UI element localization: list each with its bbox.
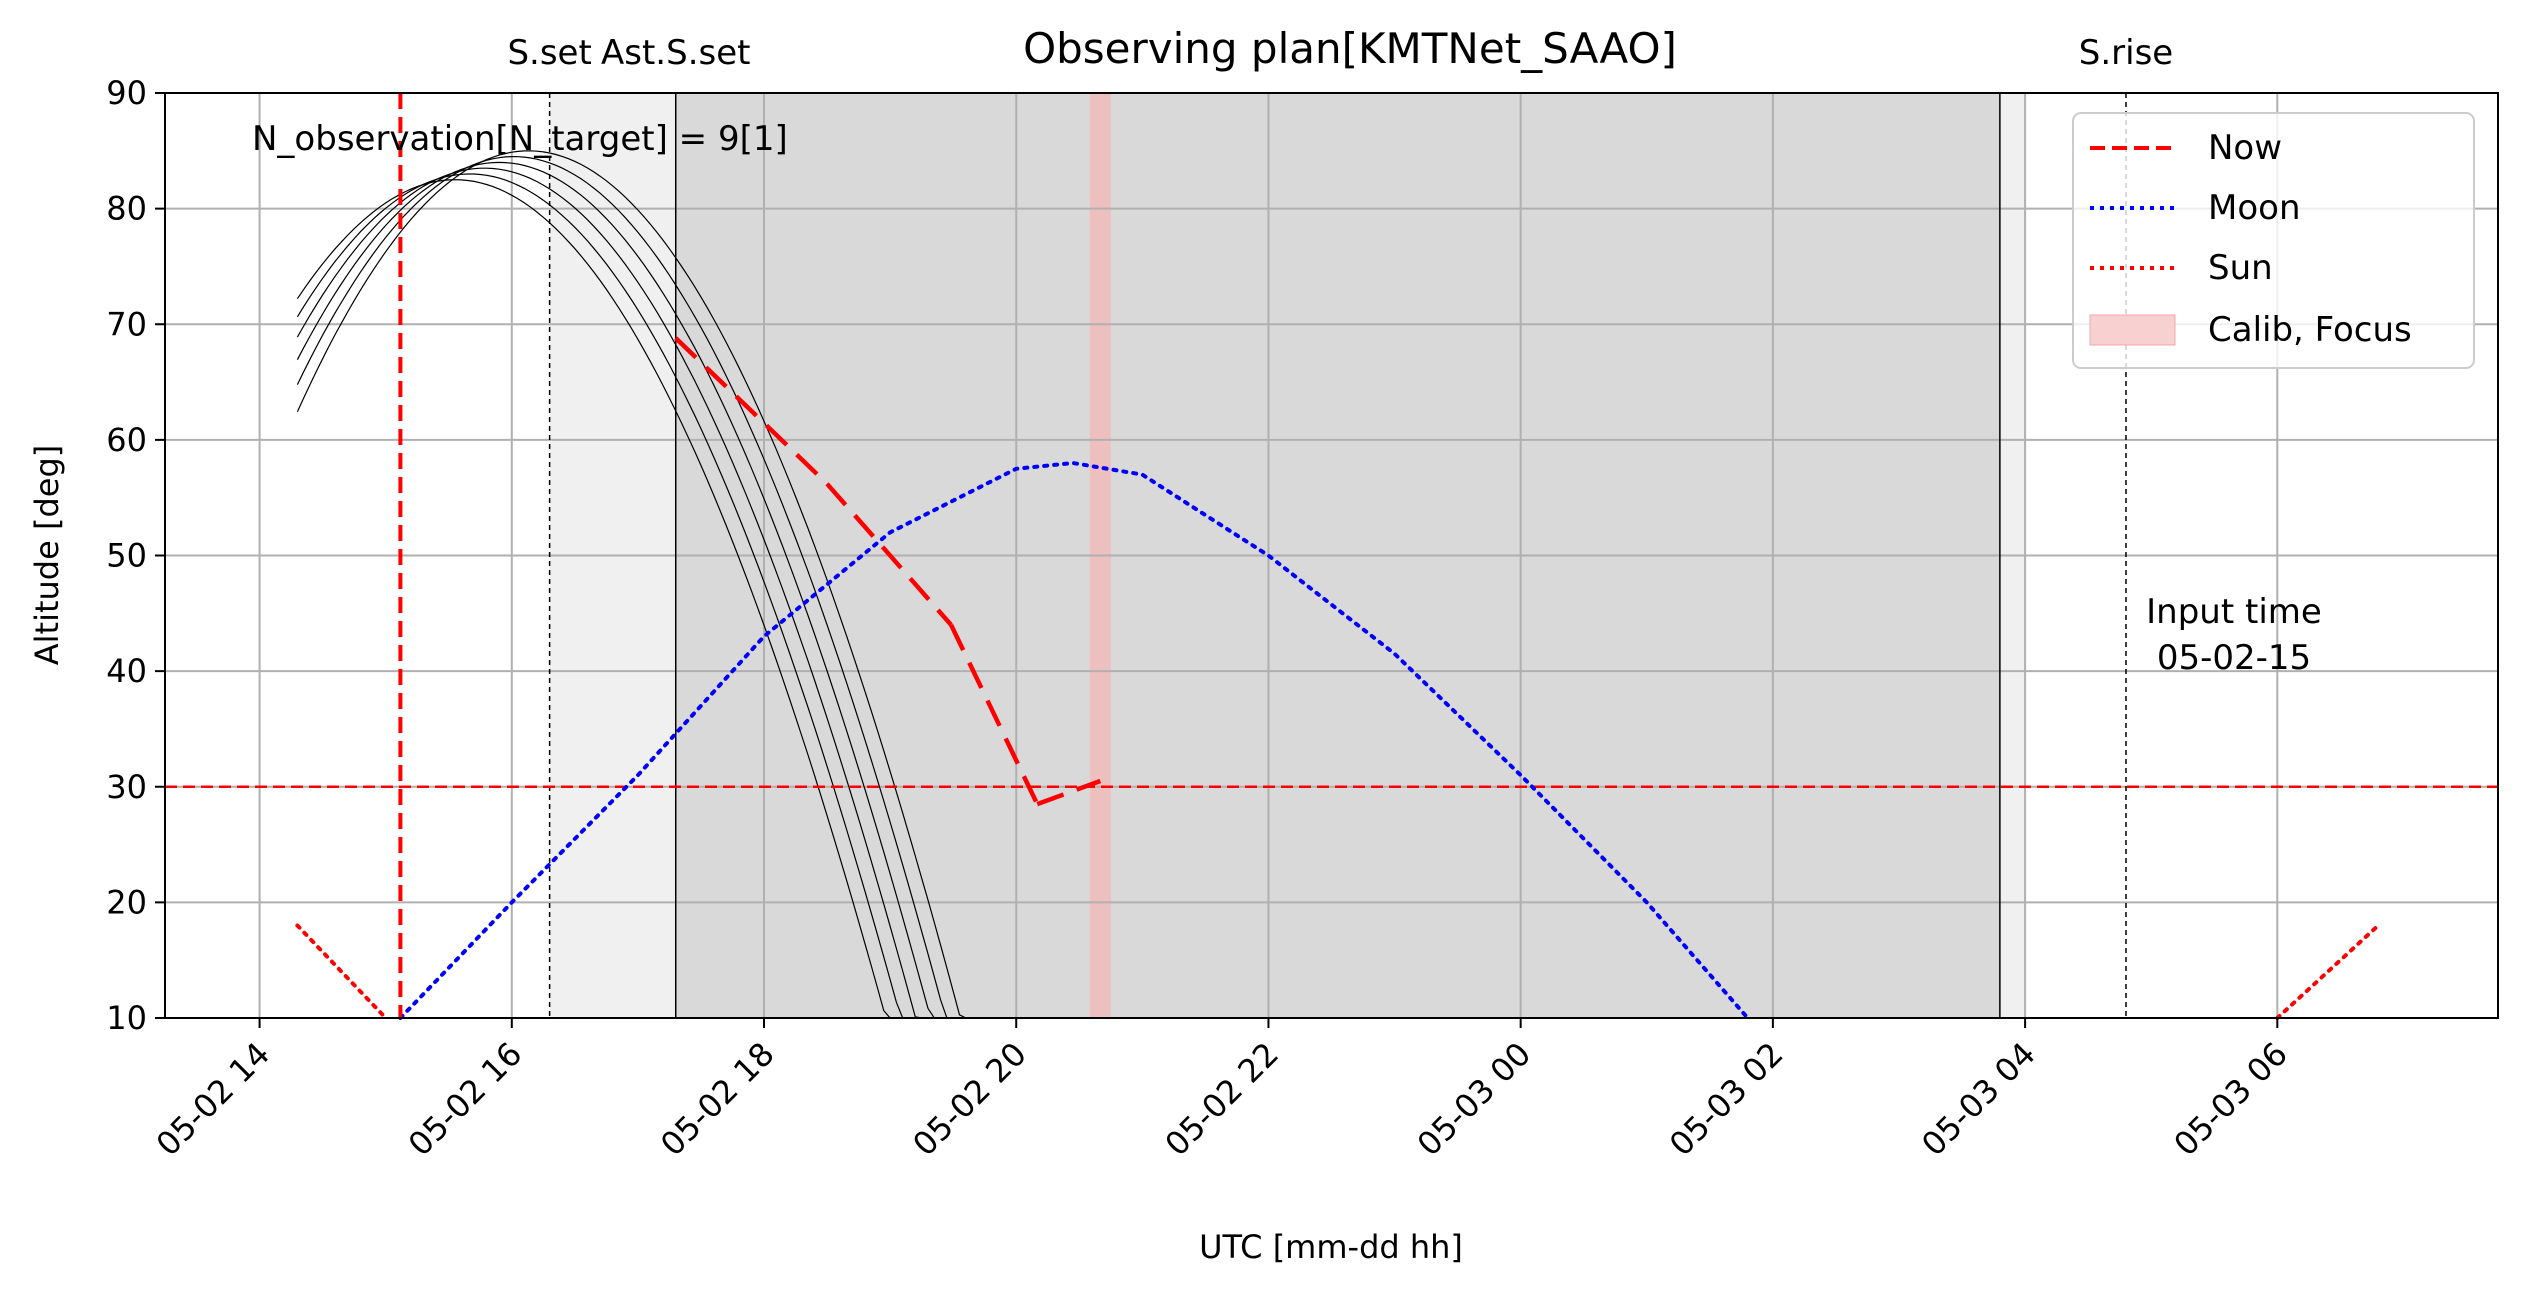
y-tick-label: 50 <box>106 537 147 575</box>
legend-now-label: Now <box>2208 128 2282 168</box>
x-tick-label: 05-03 00 <box>1410 1035 1539 1164</box>
target-track <box>296 150 967 1019</box>
event-label: S.rise <box>2079 33 2173 73</box>
target-track <box>296 155 948 1019</box>
observation-count-annotation: N_observation[N_target] = 9[1] <box>252 119 788 159</box>
y-tick-label: 20 <box>106 883 147 921</box>
observation-segment <box>949 623 1040 806</box>
x-tick-label: 05-03 02 <box>1662 1035 1791 1164</box>
target-track <box>296 179 891 1019</box>
sun-path <box>2275 923 2381 1020</box>
x-axis-label: UTC [mm-dd hh] <box>1199 1228 1463 1266</box>
x-tick-label: 05-02 20 <box>905 1035 1034 1164</box>
x-tick-label: 05-02 22 <box>1157 1035 1286 1164</box>
chart-title: Observing plan[KMTNet_SAAO] <box>1023 24 1677 73</box>
event-label: S.set <box>507 33 591 73</box>
legend-sun-label: Sun <box>2208 248 2273 288</box>
x-tick-label: 05-02 14 <box>149 1035 278 1164</box>
x-tick-label: 05-03 04 <box>1914 1035 2043 1164</box>
event-label: Ast.S.set <box>601 33 750 73</box>
x-tick-label: 05-03 06 <box>2166 1035 2295 1164</box>
sun-path <box>295 923 388 1020</box>
moon-path <box>398 460 1750 1020</box>
legend: Now Moon Sun Calib, Focus <box>2072 112 2475 369</box>
y-tick-label: 70 <box>106 305 147 343</box>
y-tick-label: 10 <box>106 999 147 1037</box>
y-tick-label: 90 <box>106 74 147 112</box>
legend-moon-label: Moon <box>2208 188 2301 228</box>
y-tick-label: 40 <box>106 652 147 690</box>
x-tick-label: 05-02 16 <box>401 1035 530 1164</box>
event-labels: S.set Ast.S.set S.rise <box>507 33 2173 73</box>
target-track <box>296 173 904 1019</box>
observation-segment <box>1036 778 1102 807</box>
x-tick-label: 05-02 18 <box>653 1035 782 1164</box>
series-lines <box>165 93 2498 1020</box>
target-track <box>296 161 935 1019</box>
y-axis-label: Altitude [deg] <box>28 445 66 666</box>
input-time-line: 05-02-15 <box>2157 638 2311 678</box>
y-tick-label: 80 <box>106 190 147 228</box>
y-tick-label: 60 <box>106 421 147 459</box>
legend-calib-swatch <box>2089 314 2176 346</box>
legend-frame <box>2072 112 2475 369</box>
input-time-annotation: Input time 05-02-15 <box>2146 592 2322 678</box>
input-time-line: Input time <box>2146 592 2322 632</box>
observation-segment <box>674 336 829 486</box>
y-tick-label: 30 <box>106 768 147 806</box>
legend-calib-label: Calib, Focus <box>2208 310 2412 350</box>
observation-segment <box>825 482 953 627</box>
